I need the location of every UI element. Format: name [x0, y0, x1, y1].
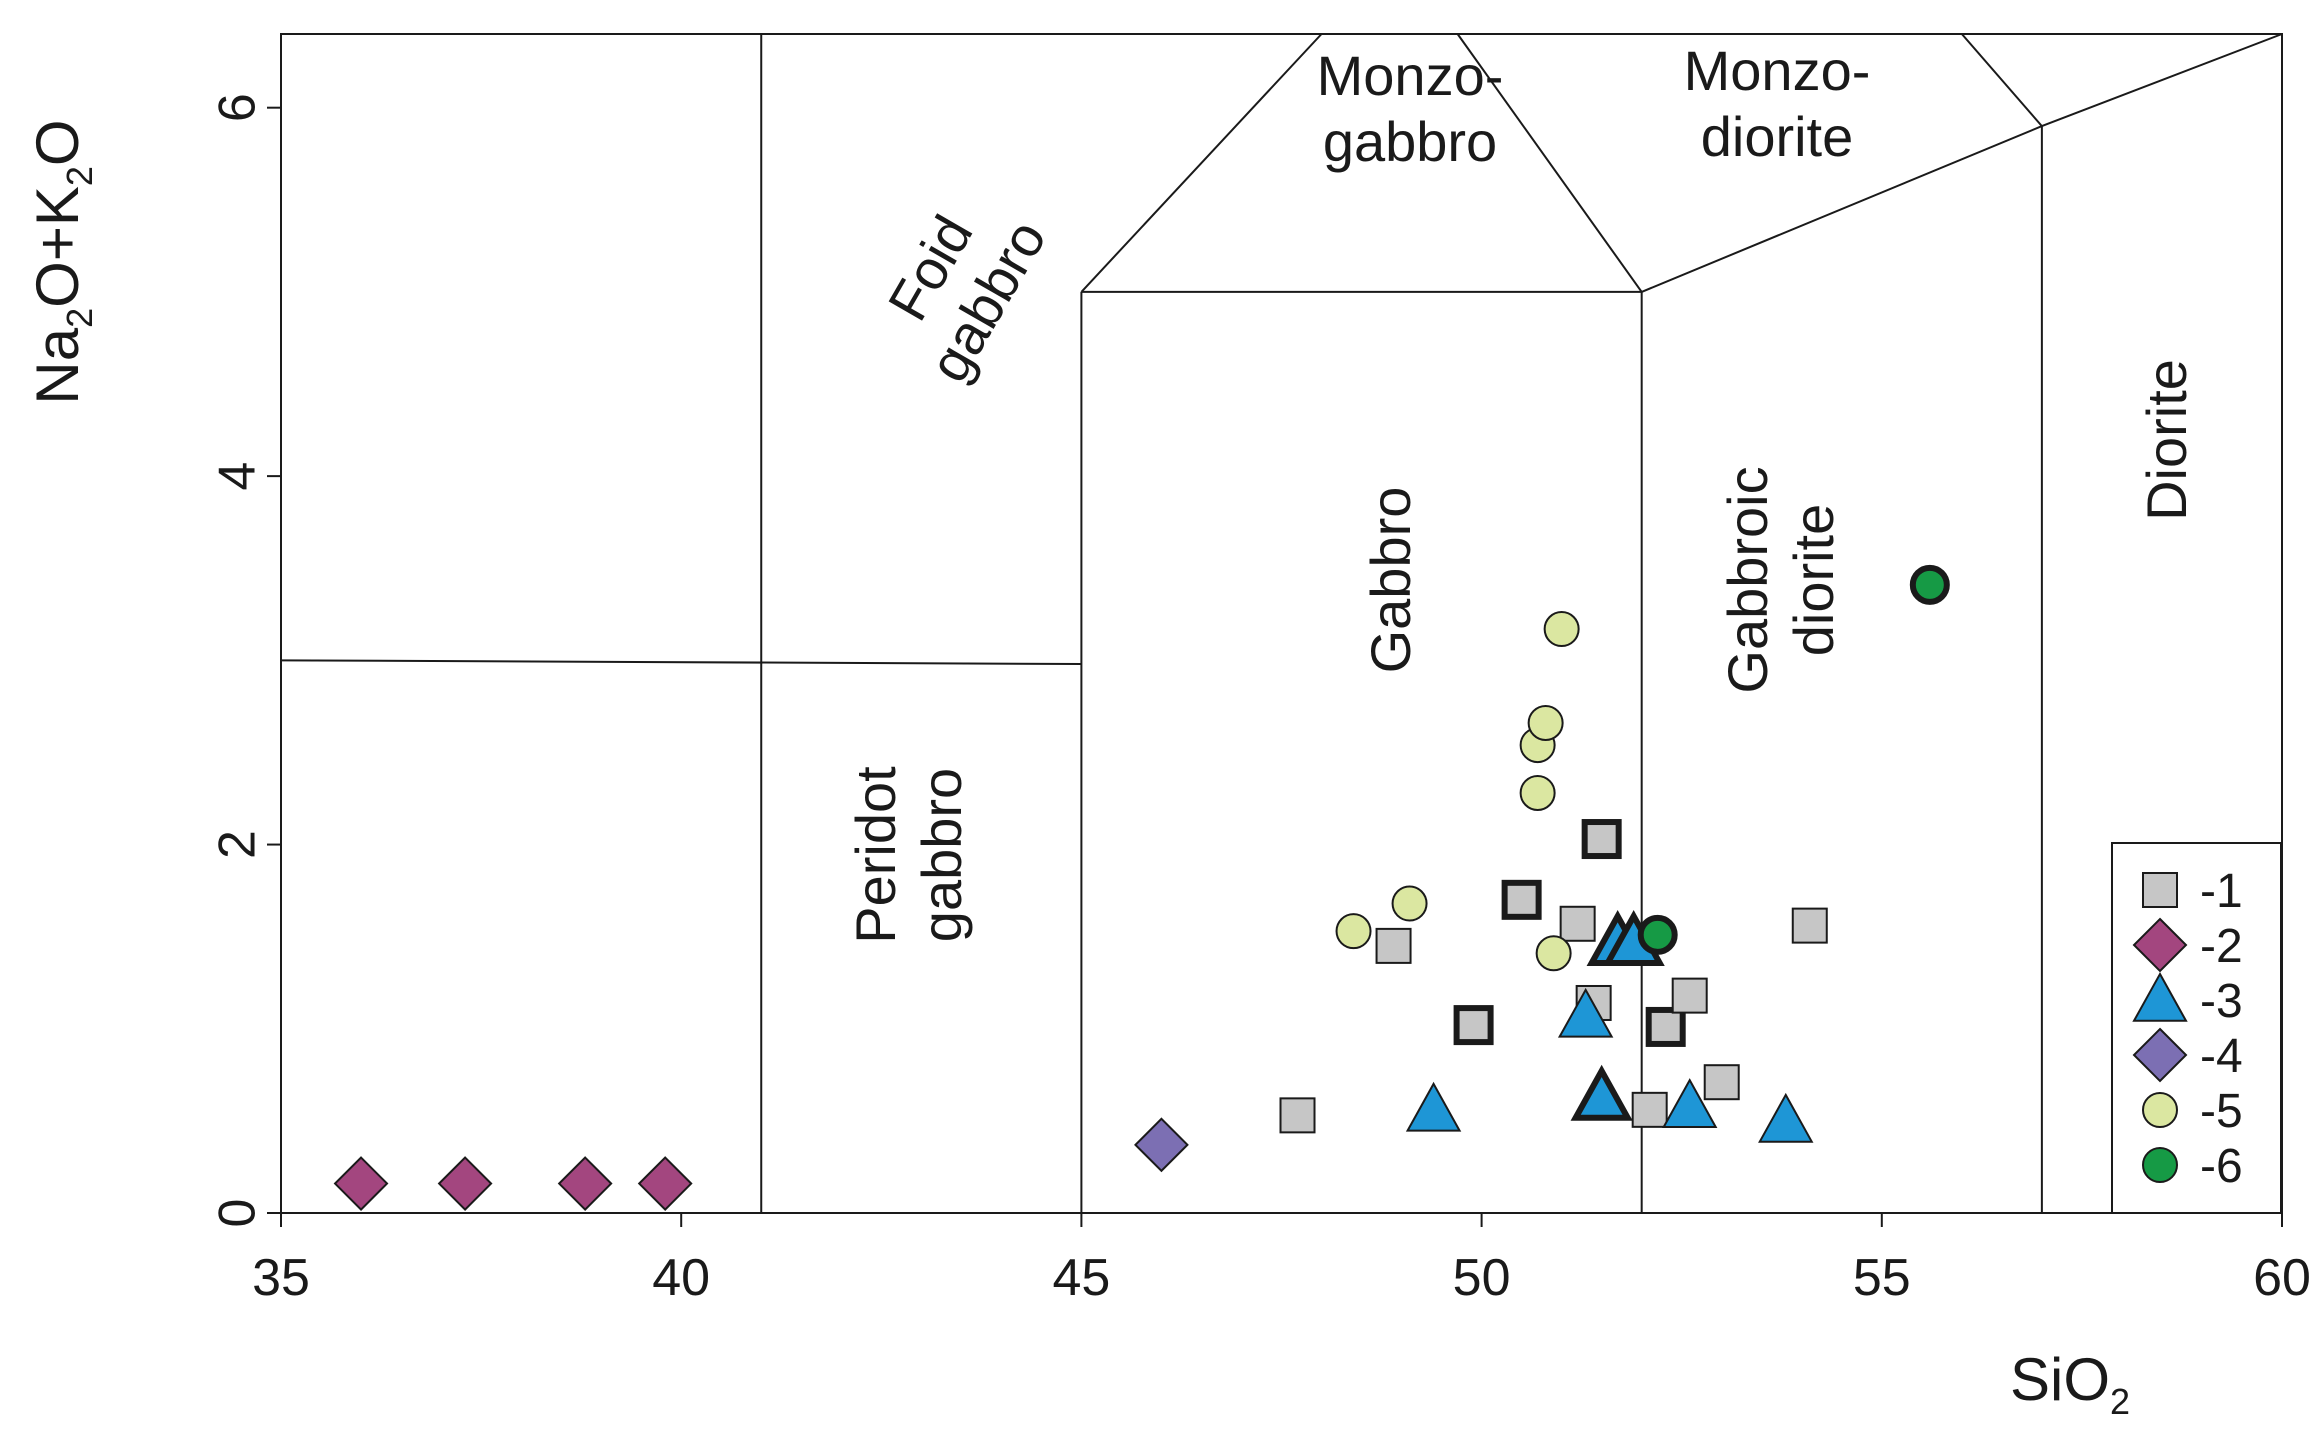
data-point-series-1 [1791, 907, 1828, 944]
legend-label-4: -4 [2200, 1030, 2243, 1083]
x-tick-label: 55 [1853, 1249, 1911, 1307]
foid-gabbro-label: Foidgabbro [859, 176, 1058, 392]
data-point-series-3 [1570, 1064, 1633, 1121]
data-point-series-1 [1703, 1064, 1740, 1101]
data-point-series-2 [637, 1156, 693, 1211]
series-2 [333, 1156, 693, 1211]
x-tick-label: 45 [1052, 1249, 1110, 1307]
legend-label-1: -1 [2200, 865, 2243, 918]
data-point-series-1 [1279, 1097, 1316, 1134]
series-6 [1637, 564, 1950, 955]
legend-marker-3 [2132, 971, 2188, 1022]
data-point-series-3 [1758, 1092, 1814, 1143]
legend-marker-1 [2142, 872, 2178, 908]
x-axis-title: SiO2 [2010, 1346, 2130, 1422]
legend-label-3: -3 [2200, 975, 2243, 1028]
peridot-gabbro-label: Peridotgabbro [844, 766, 973, 944]
data-point-series-1 [1671, 977, 1708, 1014]
diorite-label: Diorite [2135, 359, 2198, 521]
data-point-series-1 [1375, 927, 1412, 964]
field-boundary-left-split [280, 659, 1082, 666]
x-tick-label: 40 [652, 1249, 710, 1307]
y-tick-label: 2 [209, 830, 267, 859]
field-boundary-monzo-left [1080, 33, 1323, 293]
data-point-series-1 [1559, 905, 1596, 942]
y-tick-label: 4 [209, 462, 267, 491]
data-point-series-5 [1527, 704, 1564, 741]
y-axis-title: Na2O+K2O [24, 119, 100, 404]
data-point-series-2 [437, 1156, 493, 1211]
x-tick-label: 35 [252, 1249, 310, 1307]
legend-marker-5 [2142, 1092, 2178, 1128]
legend-marker-2 [2132, 917, 2188, 973]
legend-label-5: -5 [2200, 1085, 2243, 1138]
data-points [333, 564, 1950, 1211]
data-point-series-2 [333, 1156, 389, 1211]
y-tick-label: 6 [209, 93, 267, 122]
data-point-series-1 [1501, 879, 1542, 920]
x-tick-label: 60 [2253, 1249, 2311, 1307]
legend-label-2: -2 [2200, 920, 2243, 973]
plot-frame [280, 33, 2283, 1214]
axes: 35 40 45 50 55 60 0 2 4 6 SiO2 Na2O+K2O [24, 33, 2311, 1422]
data-point-series-3 [1662, 1078, 1718, 1128]
legend-box [2111, 842, 2282, 1214]
series-4 [1134, 1117, 1189, 1173]
data-point-series-3 [1405, 1081, 1462, 1132]
data-point-series-5 [1391, 885, 1428, 922]
classification-fields [280, 33, 2283, 1213]
data-point-series-5 [1519, 774, 1556, 811]
data-point-series-5 [1543, 611, 1580, 648]
legend-marker-4 [2132, 1027, 2188, 1083]
field-boundary-upper-right [1961, 33, 2043, 127]
y-tick-label: 0 [209, 1199, 267, 1228]
data-point-series-4 [1134, 1117, 1189, 1173]
data-point-series-5 [1535, 935, 1572, 972]
data-point-series-6 [1637, 914, 1678, 955]
data-point-series-1 [1631, 1091, 1668, 1128]
field-labels: Foidgabbro Monzo-gabbro Monzo-diorite Gabbr… [844, 39, 2198, 944]
data-point-series-1 [1645, 1006, 1686, 1047]
monzo-diorite-label: Monzo-diorite [1684, 39, 1871, 168]
data-point-series-2 [557, 1156, 613, 1211]
legend-label-6: -6 [2200, 1140, 2243, 1193]
series-1 [1279, 819, 1828, 1134]
legend-marker-6 [2142, 1147, 2178, 1183]
field-boundary-monzo-mid [1456, 33, 1643, 293]
monzo-gabbro-label: Monzo-gabbro [1317, 44, 1504, 173]
data-point-series-1 [1581, 819, 1622, 860]
data-point-series-3 [1557, 987, 1614, 1038]
gabbroic-diorite-label: Gabbroicdiorite [1716, 466, 1845, 693]
data-point-series-5 [1335, 913, 1372, 950]
data-point-series-6 [1909, 564, 1950, 605]
gabbro-label: Gabbro [1359, 487, 1422, 674]
legend: -1-2-3-4-5-6 [2111, 842, 2282, 1214]
series-5 [1335, 611, 1580, 972]
data-point-series-1 [1453, 1005, 1494, 1046]
x-tick-label: 50 [1453, 1249, 1511, 1307]
